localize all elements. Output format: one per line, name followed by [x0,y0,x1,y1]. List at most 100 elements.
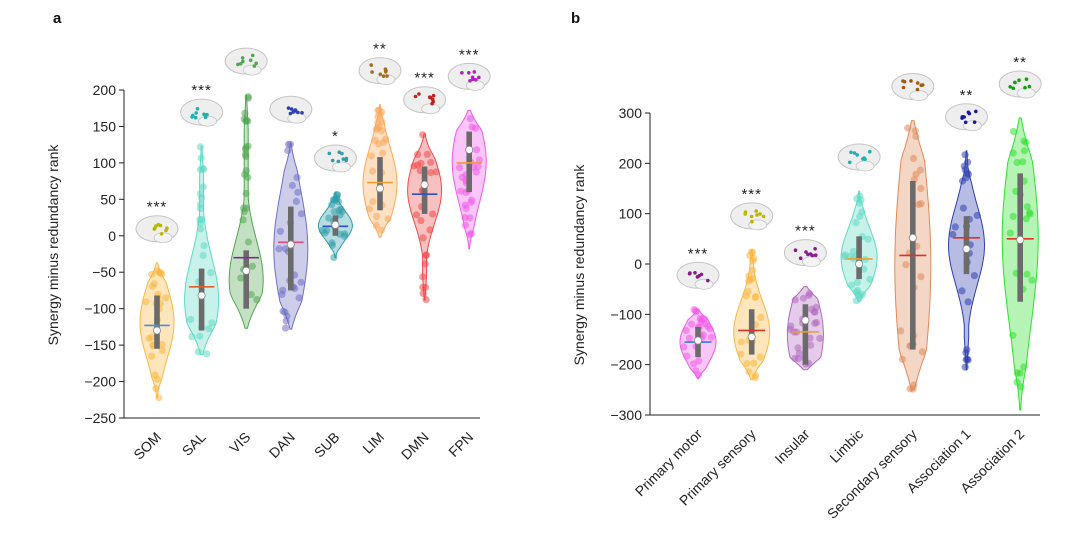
data-point [1017,383,1025,391]
data-point [961,151,969,159]
y-tick-label: 100 [619,206,643,222]
panel-a-label: a [53,10,62,27]
data-point [912,132,920,140]
data-point [375,106,383,114]
data-point [275,245,283,253]
data-point [461,214,469,222]
data-point [743,360,751,368]
data-point [816,334,824,342]
panel-a-y-axis-title: Synergy minus redundancy rank [45,144,61,346]
data-point [369,167,377,175]
data-point [1013,378,1021,386]
data-point [866,275,874,283]
data-point [1013,158,1021,167]
data-point [330,253,338,262]
data-point [281,245,289,253]
data-point [918,348,927,356]
data-point [737,350,745,358]
data-point [196,219,204,227]
data-point [852,297,860,305]
brain-icon [730,202,774,231]
data-point [1026,209,1034,217]
y-tick-label: −200 [84,374,116,390]
data-point [1023,203,1031,211]
data-point [145,334,153,342]
data-point [292,197,300,205]
data-point [707,333,716,341]
data-point [410,162,418,170]
brain-icon [447,62,491,91]
data-point [242,145,250,153]
y-tick-label: −300 [610,407,642,423]
data-point [473,146,481,154]
data-point [427,158,435,166]
data-point [419,234,427,242]
data-point [419,273,427,281]
category-label: DAN [266,429,298,461]
data-point [745,368,753,376]
median-marker [908,233,917,242]
category-label: LIM [359,429,387,457]
data-point [151,371,159,379]
category-label: VIS [226,429,253,456]
violin-secondary-sensory [891,73,935,393]
data-point [377,226,385,234]
data-point [737,338,745,346]
data-point [1016,369,1024,377]
data-point [1009,212,1017,220]
median-marker [331,220,340,229]
data-point [162,294,170,302]
data-point [421,260,429,268]
data-point [749,266,757,274]
data-point [158,347,166,355]
y-tick-label: −200 [610,357,642,373]
data-point [794,344,802,352]
data-point [812,303,820,311]
data-point [203,350,211,358]
y-tick-label: 200 [93,82,117,98]
data-point [683,352,691,360]
data-point [475,156,483,164]
category-label: FPN [445,429,476,460]
data-point [1028,276,1036,284]
data-point [242,116,251,124]
y-tick-label: −250 [84,410,116,426]
data-point [1006,229,1014,237]
violin-vis [224,47,268,329]
data-point [1009,331,1017,339]
violin-insular: *** [783,223,827,371]
violin-association-1: ** [945,87,988,371]
data-point [963,169,971,177]
median-marker [694,336,703,345]
median-marker [747,332,756,341]
median-marker [1016,235,1025,244]
data-point [244,238,252,246]
data-point [1020,147,1028,155]
data-point [904,124,912,132]
data-point [970,272,979,280]
iqr-bar [243,250,249,309]
iqr-bar [856,236,862,280]
data-point [279,307,287,315]
data-point [748,248,756,256]
data-point [757,313,765,321]
data-point [799,294,808,302]
data-point [751,373,759,382]
data-point [964,356,972,364]
data-point [200,242,208,250]
brain-icon [837,143,881,172]
data-point [756,353,764,361]
data-point [1020,363,1028,371]
brain-icon [403,86,447,115]
data-point [197,154,205,162]
data-point [199,251,207,260]
data-point [196,143,204,151]
data-point [288,181,296,190]
data-point [253,296,261,304]
data-point [466,115,474,123]
iqr-bar [910,180,916,350]
data-point [199,183,207,191]
data-point [858,208,866,216]
data-point [687,320,696,328]
data-point [852,219,860,227]
